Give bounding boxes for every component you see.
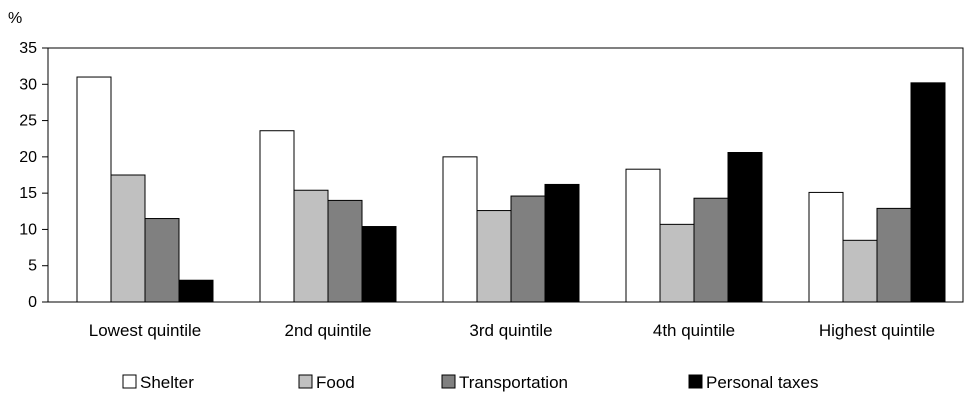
y-tick-label: 10 [19,221,37,238]
legend-label: Transportation [459,373,568,392]
category-labels: Lowest quintile 2nd quintile 3rd quintile 4… [89,321,935,340]
bar-shelter [808,191,844,303]
legend-label: Food [316,373,355,392]
bar-transportation [693,197,729,303]
legend: Shelter Food Transportation Personal taxes [122,373,818,392]
bar-food [110,174,146,303]
bar-shelter [625,168,661,303]
y-unit-label: % [8,10,22,27]
legend-swatch [298,374,313,389]
bar-transportation [327,199,363,303]
legend-label: Shelter [140,373,194,392]
legend-swatch [688,374,703,389]
bar-personal-taxes [361,226,397,303]
bar-personal-taxes [178,279,214,303]
category-label: 4th quintile [653,321,735,340]
bar-shelter [259,130,295,303]
category-label: Highest quintile [819,321,935,340]
bar-food [293,189,329,303]
bar-transportation [876,207,912,303]
bar-personal-taxes [727,152,763,303]
bar-transportation [510,195,546,303]
category-label: 3rd quintile [469,321,552,340]
category-label: Lowest quintile [89,321,201,340]
y-tick-label: 30 [19,76,37,93]
y-tick-label: 15 [19,185,37,202]
bar-personal-taxes [910,82,946,303]
bar-transportation [144,218,180,303]
legend-swatch [122,374,137,389]
bar-shelter [442,156,478,303]
plot-frame [47,47,964,303]
y-axis-ticks: 0 5 10 15 20 25 30 35 [19,40,48,311]
bar-food [659,223,695,303]
y-tick-label: 0 [28,294,37,311]
y-tick-label: 5 [28,258,37,275]
legend-swatch [441,374,456,389]
bars [76,76,946,303]
bar-personal-taxes [544,183,580,303]
bar-food [476,210,512,303]
bar-shelter [76,76,112,303]
legend-label: Personal taxes [706,373,818,392]
bar-food [842,239,878,303]
category-label: 2nd quintile [285,321,372,340]
y-tick-label: 35 [19,40,37,57]
y-tick-label: 25 [19,113,37,130]
y-tick-label: 20 [19,149,37,166]
